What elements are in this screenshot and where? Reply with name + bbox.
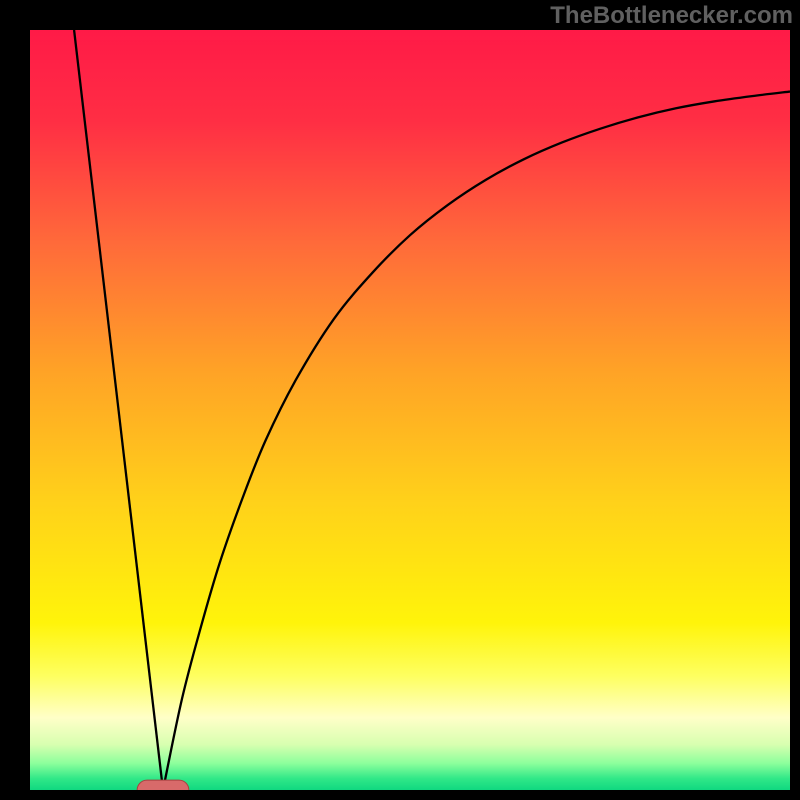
plot-area — [30, 30, 790, 790]
watermark-text: TheBottlenecker.com — [550, 2, 793, 30]
bottleneck-curve — [30, 30, 790, 790]
curve-right-branch — [163, 92, 790, 790]
optimal-marker — [137, 780, 189, 790]
chart-frame: TheBottlenecker.com — [0, 0, 800, 800]
curve-left-branch — [74, 30, 163, 790]
